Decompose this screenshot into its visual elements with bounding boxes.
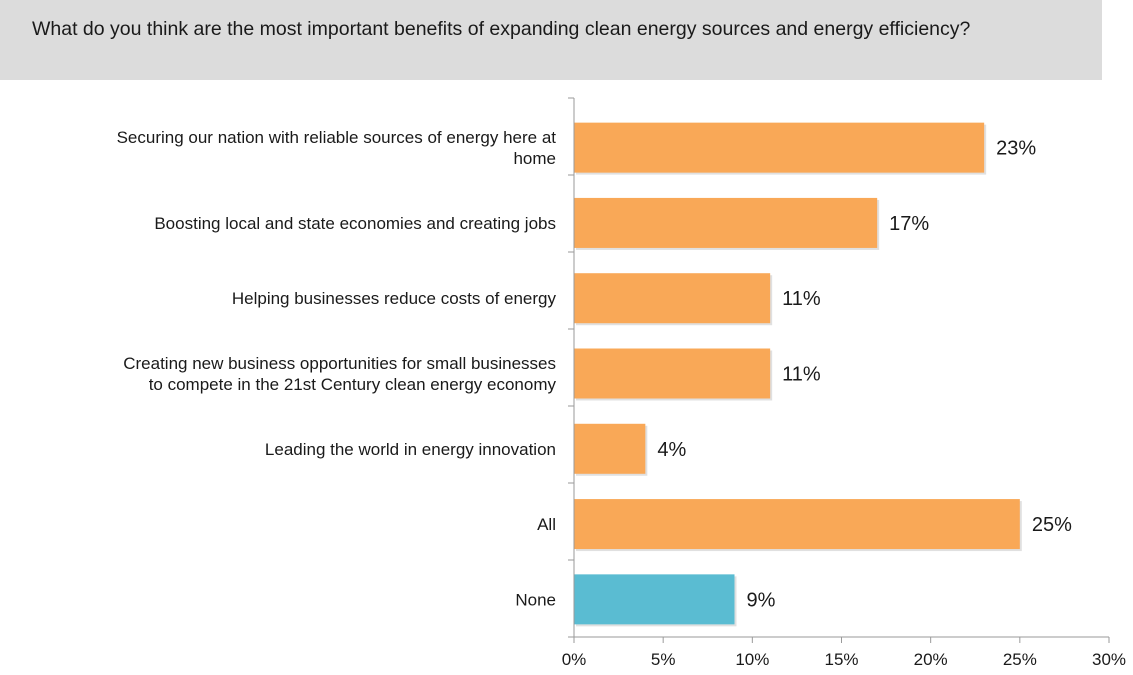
category-label: None <box>515 590 556 609</box>
value-label: 11% <box>782 364 821 386</box>
question-box: What do you think are the most important… <box>0 0 1102 80</box>
value-label: 17% <box>889 213 929 235</box>
bar <box>574 423 646 474</box>
category-label: Helping businesses reduce costs of energ… <box>232 289 557 308</box>
x-tick-label: 20% <box>914 650 948 669</box>
value-label: 9% <box>747 589 776 611</box>
category-label: Creating new business opportunities for … <box>123 354 556 394</box>
category-label: Securing our nation with reliable source… <box>117 128 557 168</box>
bar <box>574 499 1020 550</box>
category-label: All <box>537 515 556 534</box>
x-tick-label: 0% <box>562 650 587 669</box>
value-label: 23% <box>996 138 1036 160</box>
x-tick-label: 5% <box>651 650 676 669</box>
value-label: 25% <box>1032 514 1072 536</box>
x-tick-label: 30% <box>1092 650 1126 669</box>
bar <box>574 348 771 399</box>
bar <box>574 197 878 248</box>
x-tick-label: 25% <box>1003 650 1037 669</box>
category-label: Boosting local and state economies and c… <box>154 214 556 233</box>
bar <box>574 574 735 625</box>
question-text: What do you think are the most important… <box>32 18 971 40</box>
bar <box>574 273 771 324</box>
x-tick-label: 15% <box>824 650 858 669</box>
category-label: Leading the world in energy innovation <box>265 440 556 459</box>
x-tick-label: 10% <box>735 650 769 669</box>
value-label: 4% <box>657 439 686 461</box>
bar <box>574 122 985 173</box>
value-label: 11% <box>782 288 821 310</box>
